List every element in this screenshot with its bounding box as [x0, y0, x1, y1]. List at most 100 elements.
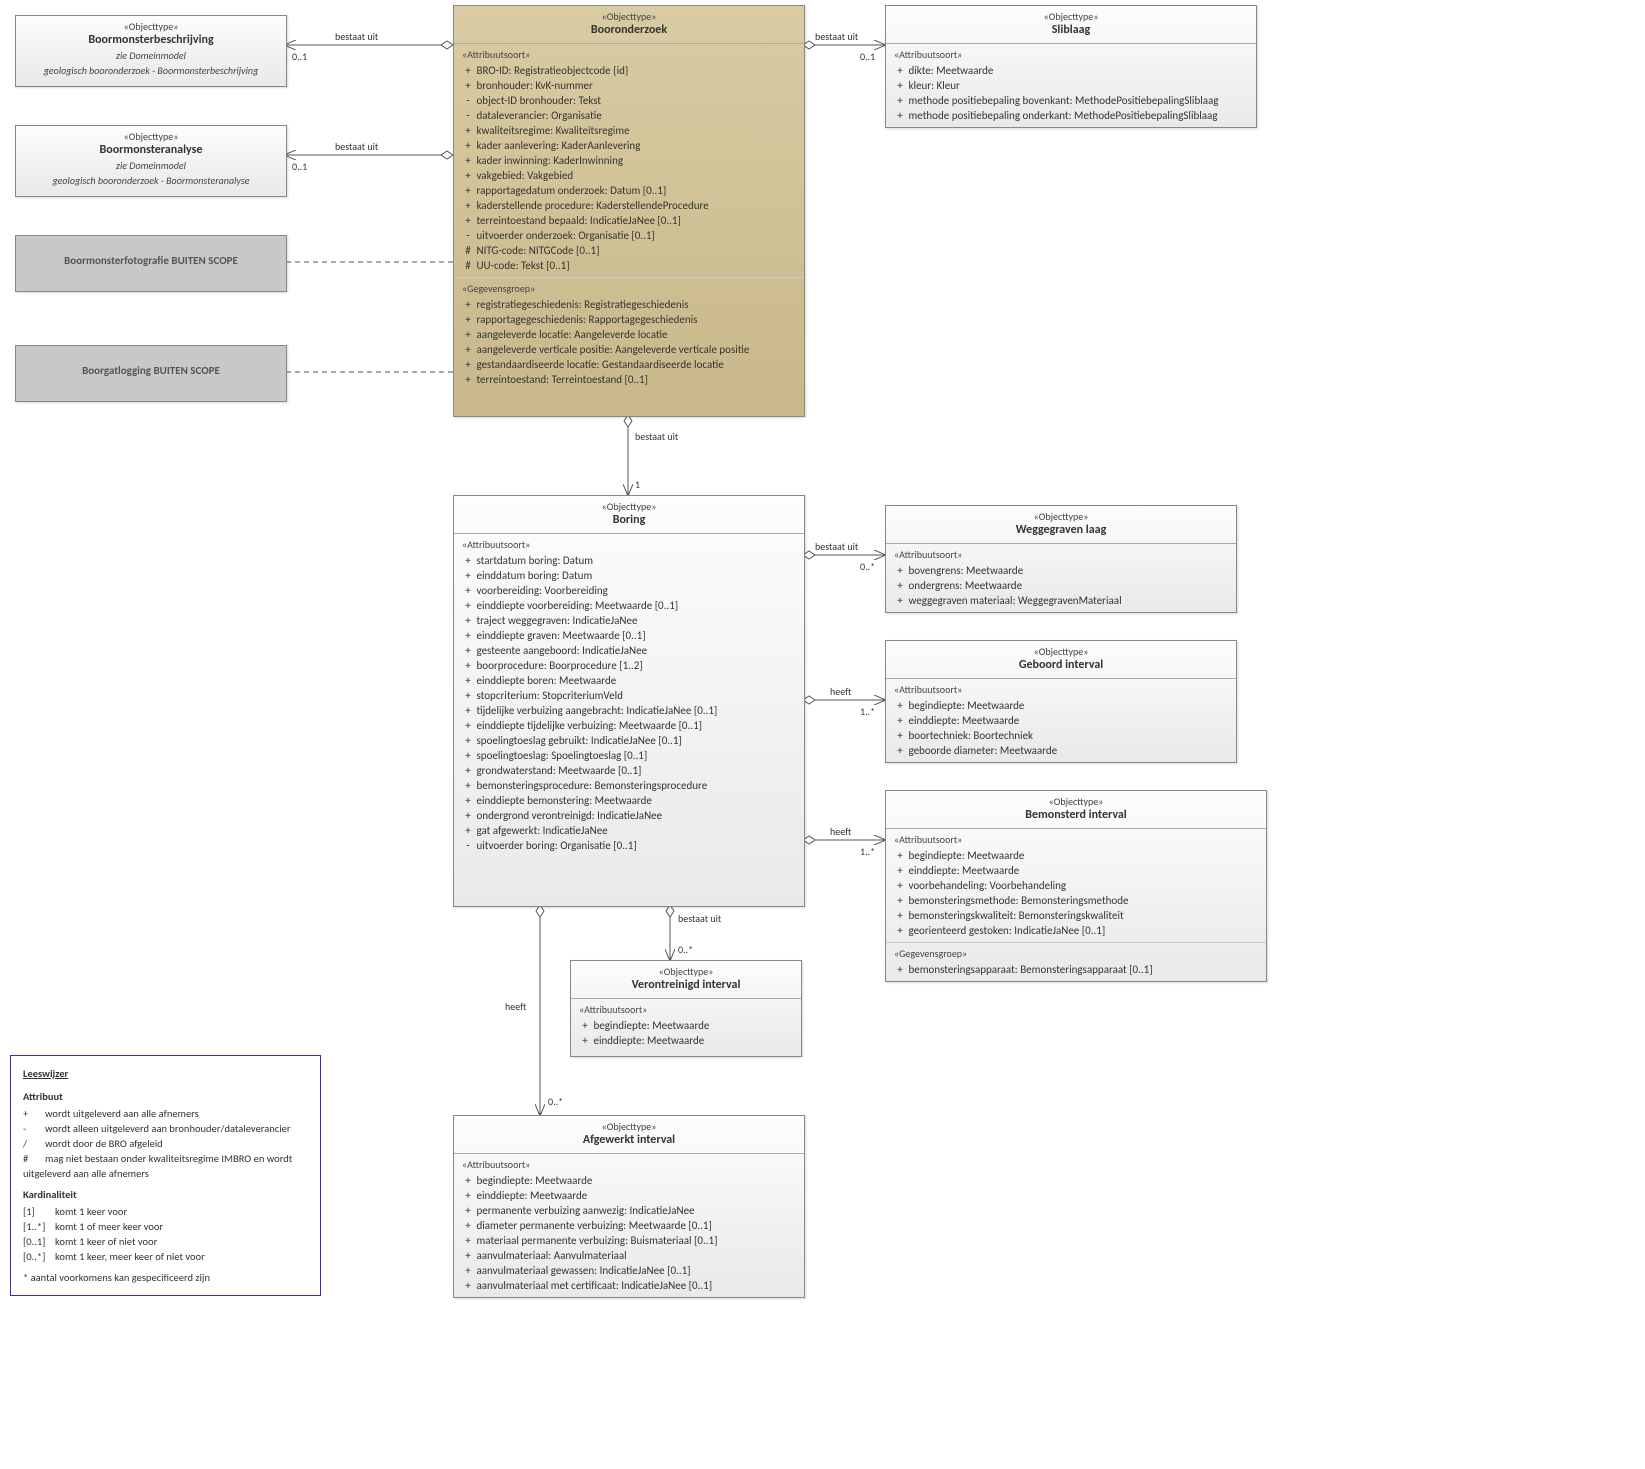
attribute: # NITG-code: NITGCode [0..1] — [462, 243, 796, 258]
attribute: + weggegraven materiaal: WeggegravenMate… — [894, 593, 1228, 608]
box-header: «Objecttype»Geboord interval — [886, 641, 1236, 679]
box-weggegraven: «Objecttype»Weggegraven laag«Attribuutso… — [885, 505, 1237, 613]
attribute: + methode positiebepaling bovenkant: Met… — [894, 93, 1248, 108]
attribute: + einddatum boring: Datum — [462, 568, 796, 583]
section: «Attribuutsoort» + begindiepte: Meetwaard… — [571, 999, 801, 1052]
attribute: + einddiepte boren: Meetwaarde — [462, 673, 796, 688]
attribute: + bemonsteringsprocedure: Bemonsteringsp… — [462, 778, 796, 793]
attribute: + rapportagegeschiedenis: Rapportagegesc… — [462, 312, 796, 327]
attribute: + aanvulmateriaal gewassen: IndicatieJaN… — [462, 1263, 796, 1278]
attribute: + gesteente aangeboord: IndicatieJaNee — [462, 643, 796, 658]
attribute: - dataleverancier: Organisatie — [462, 108, 796, 123]
attribute: + kader aanlevering: KaderAanlevering — [462, 138, 796, 153]
attribute: + startdatum boring: Datum — [462, 553, 796, 568]
box-bemonsterd: «Objecttype»Bemonsterd interval«Attribuu… — [885, 790, 1267, 982]
attribute: + stopcriterium: StopcriteriumVeld — [462, 688, 796, 703]
class-title: Boormonsterbeschrijving — [22, 33, 280, 47]
section-label: «Attribuutsoort» — [894, 48, 1248, 61]
attribute: + einddiepte: Meetwaarde — [894, 713, 1228, 728]
attribute: + gestandaardiseerde locatie: Gestandaar… — [462, 357, 796, 372]
attribute: + diameter permanente verbuizing: Meetwa… — [462, 1218, 796, 1233]
relation-label: heeft — [505, 1000, 526, 1013]
class-title: Bemonsterd interval — [892, 808, 1260, 822]
attribute: + grondwaterstand: Meetwaarde [0..1] — [462, 763, 796, 778]
attribute: + begindiepte: Meetwaarde — [894, 698, 1228, 713]
attribute: - uitvoerder boring: Organisatie [0..1] — [462, 838, 796, 853]
attribute: + bemonsteringsmethode: Bemonsteringsmet… — [894, 893, 1258, 908]
box-header: «Objecttype»Boormonsterbeschrijvingzie D… — [16, 16, 286, 83]
box-header: «Objecttype»Afgewerkt interval — [454, 1116, 804, 1154]
attribute: + spoelingtoeslag gebruikt: IndicatieJaN… — [462, 733, 796, 748]
stereotype: «Objecttype» — [460, 1120, 798, 1133]
cardinality-label: 1..* — [860, 845, 875, 858]
relation-label: bestaat uit — [815, 30, 858, 43]
attribute: + einddiepte: Meetwaarde — [462, 1188, 796, 1203]
attribute: + bovengrens: Meetwaarde — [894, 563, 1228, 578]
attribute: - uitvoerder onderzoek: Organisatie [0..… — [462, 228, 796, 243]
stereotype: «Objecttype» — [22, 130, 280, 143]
legend-attr-header: Attribuut — [23, 1089, 308, 1104]
section: «Attribuutsoort»+ begindiepte: Meetwaard… — [886, 829, 1266, 943]
attribute: + begindiepte: Meetwaarde — [894, 848, 1258, 863]
attribute-list: + BRO-ID: Registratieobjectcode {id}+ br… — [462, 63, 796, 273]
attribute: + terreintoestand bepaald: IndicatieJaNe… — [462, 213, 796, 228]
class-title: Verontreinigd interval — [577, 978, 795, 992]
attribute: + aangeleverde verticale positie: Aangel… — [462, 342, 796, 357]
section-label: «Gegevensgroep» — [462, 282, 796, 295]
attribute: + einddiepte graven: Meetwaarde [0..1] — [462, 628, 796, 643]
attribute-list: + begindiepte: Meetwaarde+ einddiepte: M… — [894, 848, 1258, 938]
subtitle: geologisch booronderzoek - Boormonsterbe… — [22, 64, 280, 77]
legend-footnote: * aantal voorkomens kan gespecificeerd z… — [23, 1270, 308, 1285]
relation-label: bestaat uit — [678, 912, 721, 925]
attribute: # UU-code: Tekst [0..1] — [462, 258, 796, 273]
attribute: + aangeleverde locatie: Aangeleverde loc… — [462, 327, 796, 342]
section-label: «Attribuutsoort» — [462, 538, 796, 551]
scope-note: Boorgatlogging BUITEN SCOPE — [16, 346, 286, 383]
box-header: «Objecttype»Booronderzoek — [454, 6, 804, 44]
attribute: + kleur: Kleur — [894, 78, 1248, 93]
cardinality-label: 1 — [635, 478, 640, 491]
section: «Attribuutsoort» + startdatum boring: Dat… — [454, 534, 804, 857]
section: «Gegevensgroep» + registratiegeschiedenis… — [454, 278, 804, 391]
attribute: + bronhouder: KvK-nummer — [462, 78, 796, 93]
stereotype: «Objecttype» — [460, 10, 798, 23]
attribute: + kader inwinning: KaderInwinning — [462, 153, 796, 168]
attribute-list: + bemonsteringsapparaat: Bemonsteringsap… — [894, 962, 1258, 977]
diagram-canvas: «Objecttype»Booronderzoek«Attribuutsoort… — [0, 0, 1645, 1469]
section-label: «Attribuutsoort» — [462, 1158, 796, 1171]
section: «Attribuutsoort»+ dikte: Meetwaarde+ kle… — [886, 44, 1256, 127]
relation-label: heeft — [830, 825, 851, 838]
attribute: + einddiepte bemonstering: Meetwaarde — [462, 793, 796, 808]
section-label: «Attribuutsoort» — [462, 48, 796, 61]
attribute: + boortechniek: Boortechniek — [894, 728, 1228, 743]
section: «Attribuutsoort»+ begindiepte: Meetwaard… — [886, 679, 1236, 762]
relation-label: bestaat uit — [635, 430, 678, 443]
class-title: Booronderzoek — [460, 23, 798, 37]
box-afgewerkt: «Objecttype»Afgewerkt interval «Attribuut… — [453, 1115, 805, 1298]
subtitle: zie Domeinmodel — [22, 159, 280, 172]
legend: LeeswijzerAttribuut+wordt uitgeleverd aa… — [10, 1055, 321, 1296]
attribute: + terreintoestand: Terreintoestand [0..1… — [462, 372, 796, 387]
box-bmfoto: Boormonsterfotografie BUITEN SCOPE — [15, 235, 287, 292]
attribute: + spoelingtoeslag: Spoelingtoeslag [0..1… — [462, 748, 796, 763]
legend-row: /wordt door de BRO afgeleid — [23, 1136, 308, 1151]
stereotype: «Objecttype» — [892, 10, 1250, 23]
attribute: + permanente verbuizing aanwezig: Indica… — [462, 1203, 796, 1218]
cardinality-label: 0..1 — [860, 50, 875, 63]
attribute: + rapportagedatum onderzoek: Datum [0..1… — [462, 183, 796, 198]
attribute: + begindiepte: Meetwaarde — [579, 1018, 793, 1033]
attribute: + aanvulmateriaal: Aanvulmateriaal — [462, 1248, 796, 1263]
subtitle: geologisch booronderzoek - Boormonsteran… — [22, 174, 280, 187]
box-sliblaag: «Objecttype»Sliblaag«Attribuutsoort»+ di… — [885, 5, 1257, 128]
cardinality-label: 0..1 — [292, 160, 307, 173]
attribute-list: + begindiepte: Meetwaarde+ einddiepte: M… — [579, 1018, 793, 1048]
subtitle: zie Domeinmodel — [22, 49, 280, 62]
class-title: Geboord interval — [892, 658, 1230, 672]
class-title: Boormonsteranalyse — [22, 143, 280, 157]
class-title: Afgewerkt interval — [460, 1133, 798, 1147]
legend-row: +wordt uitgeleverd aan alle afnemers — [23, 1106, 308, 1121]
attribute: + registratiegeschiedenis: Registratiege… — [462, 297, 796, 312]
class-title: Boring — [460, 513, 798, 527]
section-label: «Attribuutsoort» — [579, 1003, 793, 1016]
box-bglogging: Boorgatlogging BUITEN SCOPE — [15, 345, 287, 402]
